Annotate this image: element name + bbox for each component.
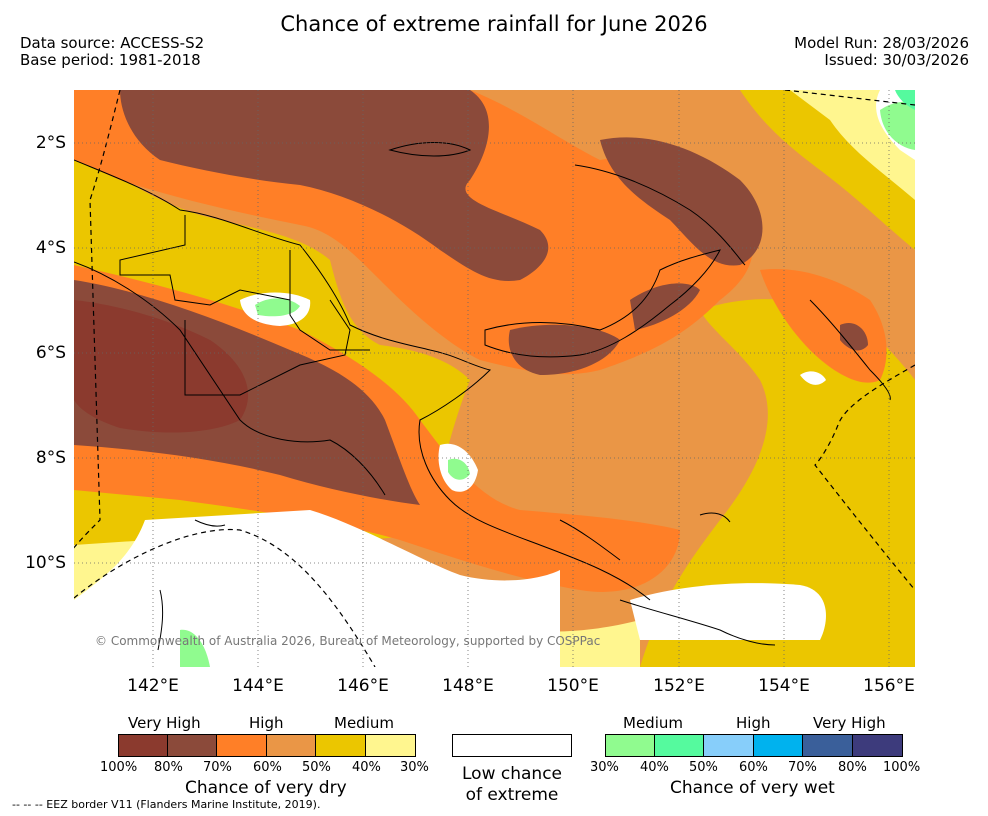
zone-very-high-dry-80-ne [600,137,763,266]
issued-date: Issued: 30/03/2026 [824,51,969,69]
model-run: Model Run: 28/03/2026 [794,34,969,52]
wet-swatch-60-70 [753,734,803,757]
zone-medium-wet-30-south [180,629,210,667]
new-britain-outline [484,249,721,358]
zone-medium-wet-30-coast [448,458,470,480]
new-ireland-outline [574,164,746,266]
dry-swatch-80-70 [167,734,217,757]
australia-coast [157,519,226,651]
low-chance-line1: Low chance [462,764,562,784]
trobriand-outline [699,512,731,523]
manus-outline [388,142,472,157]
dry-swatch-100-80 [118,734,168,757]
zone-medium-wet-40-ne [895,90,915,110]
dry-pct-80: 80% [154,760,183,775]
page-title: Chance of extreme rainfall for June 2026 [280,12,708,36]
zone-very-high-dry-80-north [120,90,549,281]
wet-swatch-40-50 [654,734,704,757]
gulf-coastline [74,261,386,496]
wet-pct-30: 30% [590,760,619,775]
dry-swatch-60-50 [266,734,316,757]
eez-borders [74,90,915,667]
zone-medium-wet-30-inland [255,298,300,317]
wet-colorbar [605,734,903,757]
dry-colorbar [118,734,416,757]
dry-cat-medium: Medium [334,714,394,732]
province-borders-highlands [289,250,370,351]
zone-very-high-dry-80-newbritain [508,324,620,375]
zone-high-dry-70-east [760,269,887,383]
model-run-block: Model Run: 28/03/2026 Issued: 30/03/2026 [794,35,969,69]
copyright-text: © Commonwealth of Australia 2026, Bureau… [95,634,600,648]
low-chance-line2: of extreme [465,785,559,805]
zone-low-chance-se [630,583,826,640]
wet-pct-80: 80% [838,760,867,775]
wet-cat-high: High [736,714,771,732]
lat-label-8s: 8°S [35,448,66,468]
zone-medium-wet-30-ne [880,101,915,150]
coastlines [74,142,891,651]
data-source-block: Data source: ACCESS-S2 Base period: 1981… [20,35,204,69]
islands-southeast [559,519,776,646]
dry-pct-50: 50% [302,760,331,775]
wet-pct-100: 100% [883,760,921,775]
eez-south [74,528,376,667]
lat-label-4s: 4°S [35,238,66,258]
dry-swatch-50-40 [315,734,366,757]
low-chance-swatch [452,734,572,757]
wet-cat-very-high: Very High [813,714,886,732]
zone-very-high-dry-100 [74,300,249,433]
map-area [74,90,915,667]
dry-pct-30: 30% [400,760,429,775]
lon-label-152e: 152°E [653,676,705,696]
wet-cat-medium: Medium [623,714,683,732]
png-coastline [74,159,651,601]
lon-label-144e: 144°E [232,676,284,696]
low-chance-label: Low chance of extreme [452,764,572,806]
eez-east [814,364,915,591]
dry-pct-100: 100% [100,760,138,775]
zone-medium-dry-east [640,299,915,667]
wet-pct-60: 60% [739,760,768,775]
wet-legend-title: Chance of very wet [670,778,835,798]
lon-label-142e: 142°E [127,676,179,696]
lat-label-10s: 10°S [25,553,66,573]
province-borders-west [119,215,291,306]
wet-pct-70: 70% [788,760,817,775]
dry-pct-60: 60% [253,760,282,775]
dry-legend-title: Chance of very dry [185,778,347,798]
wet-pct-40: 40% [640,760,669,775]
eez-border-note: -- -- -- EEZ border V11 (Flanders Marine… [12,798,321,811]
base-period: Base period: 1981-2018 [20,51,201,69]
lon-label-148e: 148°E [442,676,494,696]
lon-label-146e: 146°E [337,676,389,696]
eez-north [784,90,915,106]
dry-cat-very-high: Very High [128,714,201,732]
lon-label-156e: 156°E [863,676,915,696]
lat-label-2s: 2°S [35,133,66,153]
wet-swatch-30-40 [605,734,655,757]
lon-label-154e: 154°E [758,676,810,696]
dry-pct-40: 40% [352,760,381,775]
dry-cat-high: High [249,714,284,732]
wet-swatch-80-100 [852,734,903,757]
dry-pct-70: 70% [203,760,232,775]
lat-label-6s: 6°S [35,343,66,363]
wet-swatch-70-80 [802,734,853,757]
zone-low-chance-east [800,371,826,385]
wet-swatch-50-60 [703,734,754,757]
bougainville-outline [809,299,891,401]
zone-very-high-dry-80-bougainville [840,322,868,351]
graticule [74,90,915,667]
wet-pct-50: 50% [689,760,718,775]
dry-swatch-40-30 [365,734,416,757]
eez-west [74,90,121,549]
province-borders-central [184,299,351,396]
dry-swatch-70-60 [216,734,267,757]
zone-low-chance-south [74,510,560,667]
zone-low-chance-ne [785,90,915,160]
data-source: Data source: ACCESS-S2 [20,34,205,52]
lon-label-150e: 150°E [547,676,599,696]
